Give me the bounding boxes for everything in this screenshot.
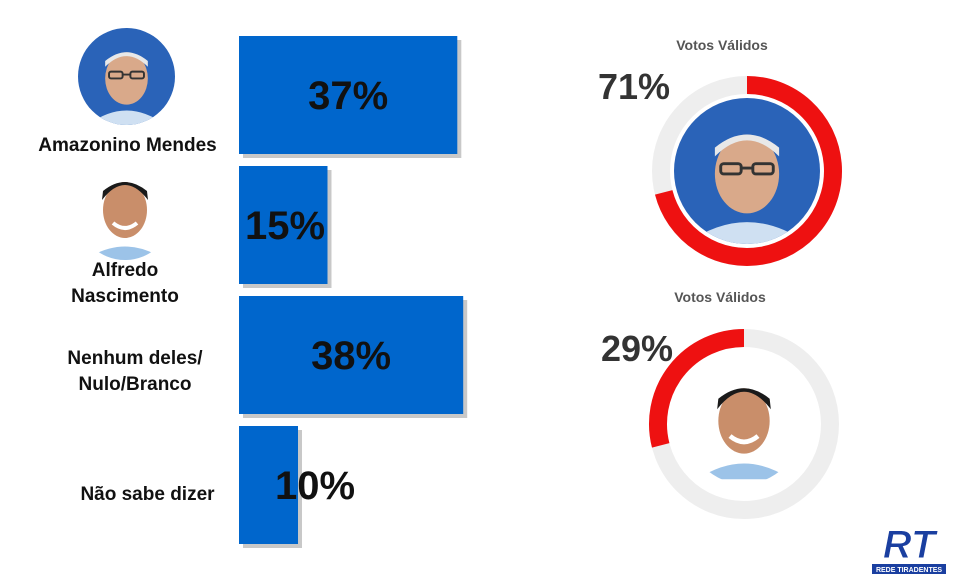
donut-2-avatar — [688, 352, 800, 484]
svg-text:RT: RT — [883, 523, 939, 567]
option-none-label-line1: Nenhum deles/ — [67, 348, 203, 369]
bar-3-value-label: 38% — [311, 334, 391, 378]
bar-3 — [239, 296, 464, 414]
option-none-label-line2: Nulo/Branco — [78, 374, 192, 395]
option-none-label: Nenhum deles/ Nulo/Branco — [35, 346, 235, 398]
donut-2-title: Votos Válidos — [674, 289, 766, 305]
option-unknown-label: Não sabe dizer — [80, 484, 215, 505]
candidate-1-label: Amazonino Mendes — [38, 135, 217, 156]
bar-1 — [239, 36, 458, 154]
donut-2-percentage: 29% — [601, 328, 674, 369]
rede-tiradentes-logo: RT REDE TIRADENTES — [868, 518, 950, 576]
donut-1-title: Votos Válidos — [676, 37, 768, 53]
donut-1-avatar — [674, 98, 820, 244]
candidate-2-label: Alfredo Nascimento — [40, 258, 210, 310]
svg-text:REDE TIRADENTES: REDE TIRADENTES — [876, 567, 942, 574]
bar-2-value-label: 15% — [245, 204, 325, 248]
bar-2 — [239, 166, 328, 284]
donut-1-percentage: 71% — [598, 66, 671, 107]
donut-1-value-arc — [649, 329, 745, 448]
candidate-2-label-line2: Nascimento — [71, 286, 179, 307]
bar-1-value-label: 37% — [308, 74, 388, 118]
donut-0-value-arc — [654, 76, 842, 266]
bar-4-value-label: 10% — [275, 464, 355, 508]
bar-4 — [239, 426, 298, 544]
candidate-2-label-line1: Alfredo — [91, 260, 159, 281]
